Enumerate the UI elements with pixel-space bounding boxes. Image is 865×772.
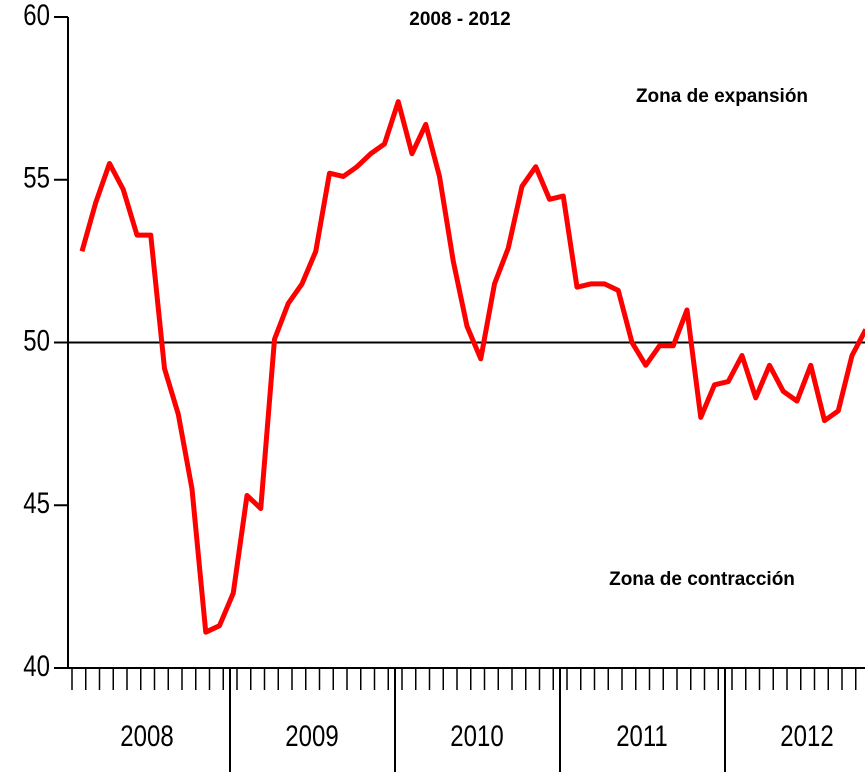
y-tick-label: 45: [23, 486, 50, 520]
data-line: [79, 99, 865, 635]
x-group-label: 2012: [780, 718, 833, 752]
x-group-label: 2008: [120, 718, 173, 752]
chart-title: 2008 - 2012: [409, 9, 510, 30]
y-tick-label: 40: [23, 648, 50, 682]
annotation: Zona de expansión: [636, 86, 808, 107]
x-group-label: 2009: [285, 718, 338, 752]
x-group-label: 2011: [616, 718, 668, 752]
y-tick-label: 55: [23, 160, 50, 194]
annotation: Zona de contracción: [609, 569, 795, 590]
y-tick-label: 60: [23, 0, 50, 32]
x-group-label: 2010: [450, 718, 503, 752]
y-tick-label: 50: [23, 323, 50, 357]
